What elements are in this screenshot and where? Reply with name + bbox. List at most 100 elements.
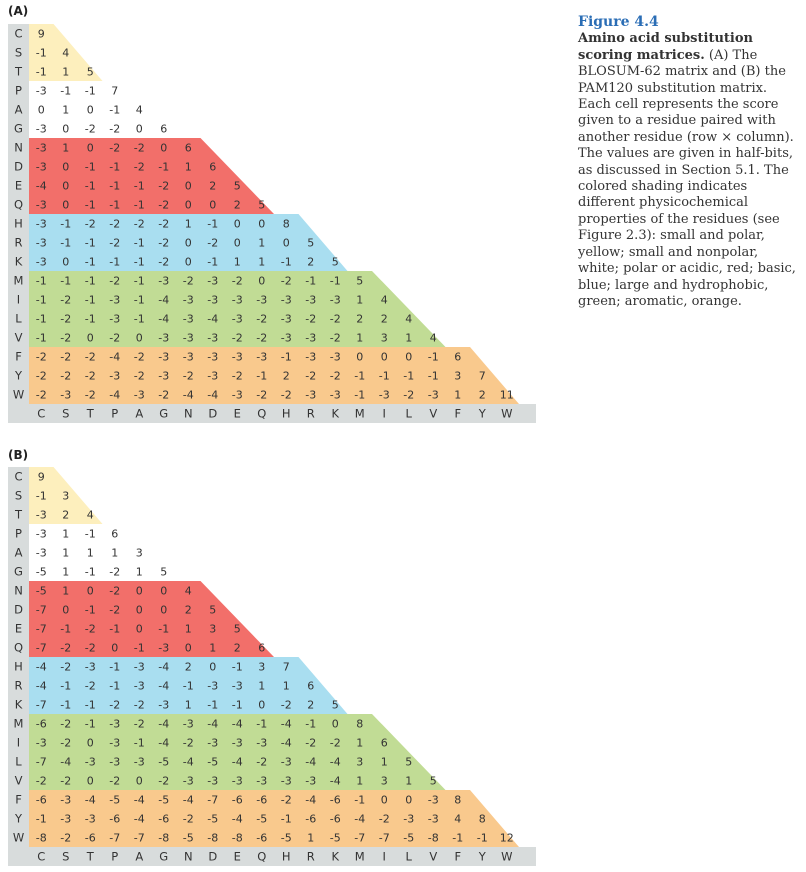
pam120-score-cell: -3 — [134, 680, 145, 693]
blosum62-score-cell: -2 — [158, 389, 169, 402]
pam120-score-cell: -3 — [232, 737, 243, 750]
blosum62-score-cell: -1 — [158, 161, 169, 174]
pam120-score-cell: 9 — [38, 471, 45, 484]
blosum62-score-cell: -3 — [305, 351, 316, 364]
pam120-score-cell: -3 — [183, 718, 194, 731]
pam120-score-cell: -4 — [232, 813, 243, 826]
blosum62-score-cell: -4 — [36, 180, 47, 193]
pam120-score-cell: -2 — [379, 813, 390, 826]
blosum62-score-cell: -1 — [354, 370, 365, 383]
pam120-score-cell: -3 — [134, 661, 145, 674]
pam120-score-cell: -4 — [85, 794, 96, 807]
blosum62-score-cell: -3 — [158, 370, 169, 383]
pam120-score-cell: 0 — [258, 699, 265, 712]
pam120-score-cell: -5 — [36, 585, 47, 598]
pam120-column-label: N — [184, 850, 193, 864]
blosum62-score-cell: -3 — [183, 351, 194, 364]
blosum62-row-label: W — [13, 388, 24, 402]
pam120-score-cell: -2 — [305, 737, 316, 750]
blosum62-column-label: P — [111, 407, 118, 421]
blosum62-score-cell: 0 — [258, 218, 265, 231]
pam120-row-label: D — [14, 603, 23, 617]
blosum62-score-cell: -1 — [305, 275, 316, 288]
blosum62-score-cell: -2 — [109, 237, 120, 250]
blosum62-score-cell: 1 — [185, 161, 192, 174]
blosum62-row-label: H — [14, 217, 23, 231]
pam120-score-cell: -2 — [134, 718, 145, 731]
blosum62-score-cell: -1 — [330, 275, 341, 288]
pam120-score-cell: 5 — [332, 699, 339, 712]
panel-b-label: (B) — [8, 448, 29, 462]
pam120-score-cell: 1 — [356, 737, 363, 750]
pam120-score-cell: -7 — [36, 756, 47, 769]
pam120-score-cell: -2 — [109, 775, 120, 788]
blosum62-score-cell: 1 — [356, 294, 363, 307]
pam120-score-cell: -1 — [109, 661, 120, 674]
pam120-score-cell: -8 — [36, 832, 47, 845]
pam120-row-label: L — [15, 755, 22, 769]
blosum62-score-cell: -4 — [158, 313, 169, 326]
blosum62-score-cell: -2 — [183, 370, 194, 383]
pam120-score-cell: -2 — [60, 718, 71, 731]
pam120-score-cell: -7 — [36, 642, 47, 655]
blosum62-score-cell: -2 — [330, 313, 341, 326]
blosum62-shading-band — [29, 271, 446, 347]
blosum62-score-cell: 6 — [160, 123, 167, 136]
blosum62-score-cell: 1 — [258, 237, 265, 250]
blosum62-score-cell: -3 — [305, 294, 316, 307]
pam120-shading-band — [29, 524, 176, 581]
blosum62-score-cell: -3 — [36, 85, 47, 98]
blosum62-score-cell: -3 — [158, 275, 169, 288]
pam120-score-cell: -3 — [232, 680, 243, 693]
blosum62-score-cell: -3 — [109, 370, 120, 383]
blosum62-score-cell: -4 — [183, 389, 194, 402]
blosum62-score-cell: 1 — [356, 332, 363, 345]
pam120-score-cell: -2 — [60, 642, 71, 655]
pam120-score-cell: 1 — [209, 642, 216, 655]
pam120-score-cell: -3 — [85, 756, 96, 769]
pam120-score-cell: -4 — [354, 813, 365, 826]
pam120-score-cell: -1 — [85, 528, 96, 541]
pam120-score-cell: -5 — [330, 832, 341, 845]
blosum62-score-cell: -3 — [36, 199, 47, 212]
pam120-score-cell: -4 — [183, 794, 194, 807]
blosum62-score-cell: -2 — [85, 370, 96, 383]
blosum62-score-cell: 2 — [381, 313, 388, 326]
blosum62-score-cell: -2 — [109, 275, 120, 288]
pam120-score-cell: 0 — [209, 661, 216, 674]
pam120-score-cell: 1 — [136, 566, 143, 579]
blosum62-score-cell: -1 — [281, 256, 292, 269]
pam120-score-cell: -6 — [256, 794, 267, 807]
blosum62-shading-band — [29, 214, 348, 271]
blosum62-score-cell: -2 — [330, 370, 341, 383]
blosum62-score-cell: -1 — [134, 275, 145, 288]
blosum62-column-label: F — [454, 407, 461, 421]
blosum62-score-cell: -1 — [60, 85, 71, 98]
pam120-score-cell: -5 — [158, 794, 169, 807]
blosum62-column-label: Y — [478, 407, 487, 421]
pam120-score-cell: -3 — [158, 642, 169, 655]
blosum62-score-cell: 0 — [160, 142, 167, 155]
pam120-score-cell: 1 — [87, 547, 94, 560]
pam120-score-cell: -7 — [207, 794, 218, 807]
pam120-score-cell: -3 — [183, 775, 194, 788]
pam120-score-cell: 0 — [136, 585, 143, 598]
blosum62-score-cell: -4 — [158, 294, 169, 307]
blosum62-score-cell: 0 — [62, 199, 69, 212]
pam120-column-label: T — [86, 850, 95, 864]
pam120-score-cell: -6 — [158, 813, 169, 826]
blosum62-score-cell: -3 — [281, 294, 292, 307]
pam120-score-cell: 1 — [111, 547, 118, 560]
blosum62-score-cell: 0 — [356, 351, 363, 364]
pam120-score-cell: 1 — [62, 528, 69, 541]
blosum62-score-cell: 0 — [62, 123, 69, 136]
blosum62-score-cell: 2 — [283, 370, 290, 383]
pam120-score-cell: 4 — [185, 585, 192, 598]
blosum62-score-cell: -1 — [85, 275, 96, 288]
pam120-score-cell: 3 — [258, 661, 265, 674]
pam120-score-cell: 2 — [307, 699, 314, 712]
pam120-score-cell: -3 — [36, 737, 47, 750]
pam120-score-cell: -5 — [281, 832, 292, 845]
